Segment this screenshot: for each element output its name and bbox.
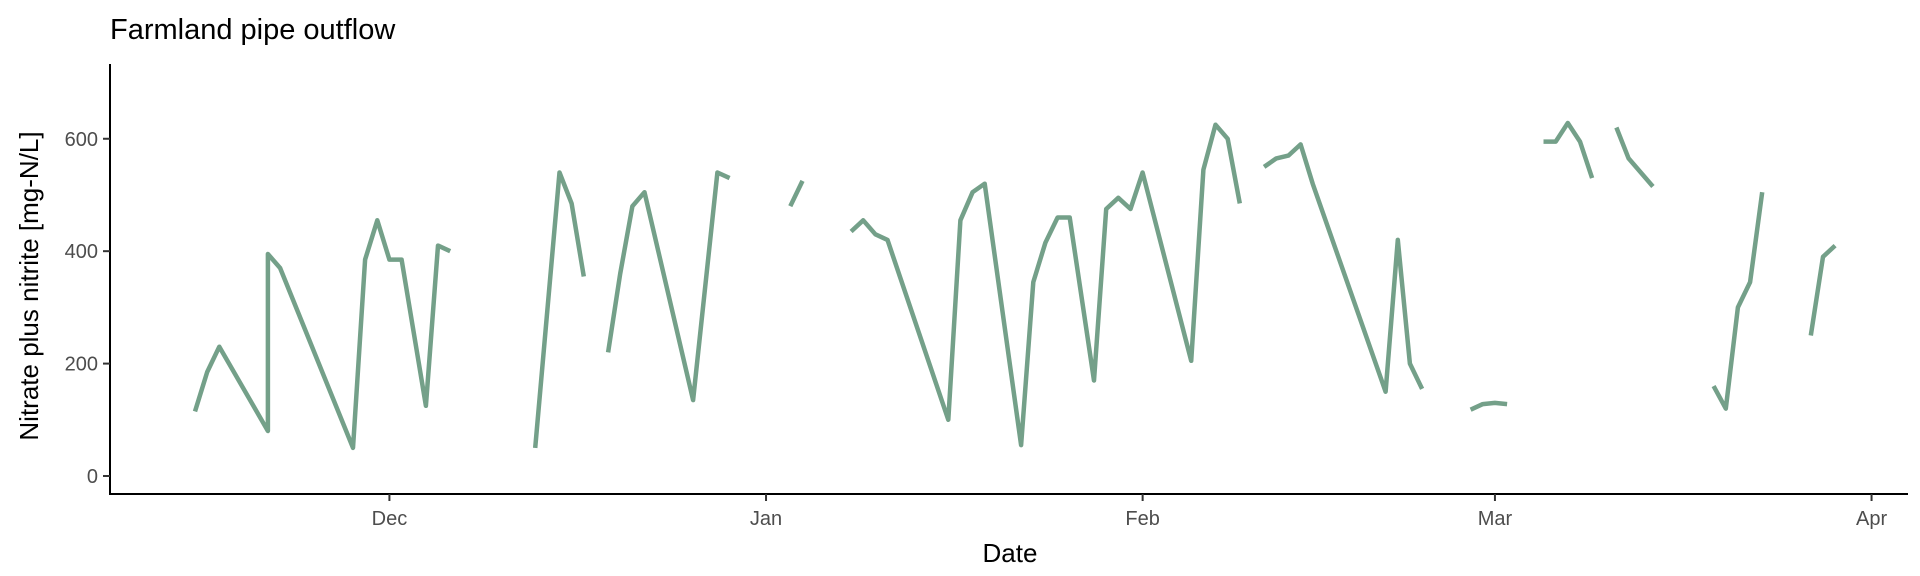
series-line-segment: [605, 170, 731, 403]
x-tick-label: Mar: [1478, 508, 1513, 530]
y-tick-label: 600: [65, 129, 98, 151]
series-line-segment: [849, 122, 1243, 448]
series-line-segment: [1469, 400, 1508, 412]
y-axis-title: Nitrate plus nitrite [mg-N/L]: [14, 131, 44, 440]
x-axis-ticks: Dec Jan Feb Mar Apr: [372, 494, 1887, 530]
y-tick-label: 200: [65, 354, 98, 376]
y-axis-ticks: 0 200 400 600: [65, 129, 110, 488]
series-line-segment: [192, 218, 452, 451]
x-tick-label: Apr: [1856, 508, 1887, 530]
x-tick-label: Dec: [372, 508, 408, 530]
series-line-segment: [1614, 126, 1655, 188]
series-line-segment: [1711, 191, 1765, 411]
series-lines: [192, 120, 1837, 451]
chart-title: Farmland pipe outflow: [110, 14, 396, 46]
series-line-segment: [1262, 142, 1425, 394]
series-line-segment: [532, 170, 587, 449]
series-line-segment: [1808, 243, 1837, 336]
x-axis-title: Date: [983, 538, 1038, 568]
series-line-segment: [788, 179, 805, 208]
y-tick-label: 400: [65, 241, 98, 263]
y-tick-label: 0: [87, 466, 98, 488]
x-tick-label: Jan: [750, 508, 782, 530]
series-line-segment: [1543, 120, 1595, 179]
x-tick-label: Feb: [1125, 508, 1159, 530]
